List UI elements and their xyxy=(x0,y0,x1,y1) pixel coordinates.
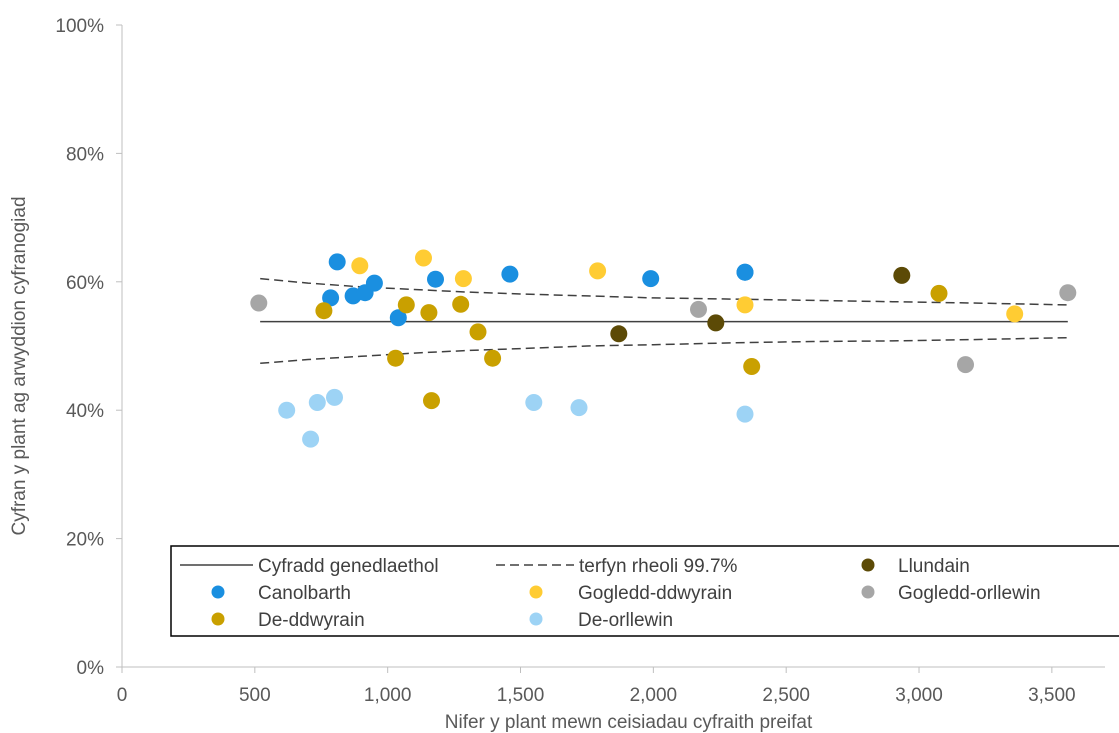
point-gogledd-ddwyrain xyxy=(589,262,607,280)
point-de-orllewin xyxy=(302,430,320,448)
y-tick-label: 20% xyxy=(66,530,104,551)
point-de-ddwyrain xyxy=(930,284,948,302)
point-canolbarth xyxy=(322,289,340,307)
x-tick-label: 3,500 xyxy=(1028,685,1076,706)
legend-de-orllewin-marker xyxy=(529,612,543,626)
point-de-orllewin xyxy=(525,394,543,411)
point-canolbarth xyxy=(365,274,383,292)
legend-canolbarth-label: Canolbarth xyxy=(258,583,351,604)
point-gogledd-ddwyrain xyxy=(415,249,432,267)
point-de-ddwyrain xyxy=(469,323,487,341)
x-tick-label: 1,500 xyxy=(497,685,545,706)
point-llundain xyxy=(707,314,725,332)
point-gogledd-ddwyrain xyxy=(351,257,369,275)
legend-llundain-marker xyxy=(861,558,875,572)
point-canolbarth xyxy=(501,265,519,283)
y-tick-label: 100% xyxy=(55,16,104,37)
x-tick-label: 0 xyxy=(117,685,128,706)
point-gogledd-ddwyrain xyxy=(736,296,754,314)
legend-de-ddwyrain-marker xyxy=(211,612,225,626)
legend-de-orllewin-label: De-orllewin xyxy=(578,610,673,631)
point-de-orllewin xyxy=(278,401,296,419)
x-tick-label: 2,500 xyxy=(762,685,810,706)
point-de-ddwyrain xyxy=(315,302,333,320)
y-tick-label: 0% xyxy=(77,658,105,679)
legend-gogledd-ddwyrain-marker xyxy=(529,585,543,599)
point-gogledd-orllewin xyxy=(1059,284,1077,302)
legend-gogledd-ddwyrain-label: Gogledd-ddwyrain xyxy=(578,583,732,604)
legend-box xyxy=(170,545,1119,637)
point-de-ddwyrain xyxy=(420,304,438,322)
y-axis-title: Cyfran y plant ag arwyddion cyfranogiad xyxy=(9,196,30,535)
y-tick-label: 80% xyxy=(66,144,104,165)
x-tick-label: 1,000 xyxy=(364,685,412,706)
axes: 0% 20% 40% 60% 80% 100% 0 500 1,000 1,500 2,000 2,5… xyxy=(9,16,1105,733)
point-canolbarth xyxy=(427,270,444,288)
point-de-ddwyrain xyxy=(397,296,415,314)
x-axis-title: Nifer y plant mewn ceisiadau cyfraith pr… xyxy=(445,712,813,733)
point-gogledd-orllewin xyxy=(690,300,707,318)
y-tick-label: 60% xyxy=(66,273,104,294)
x-tick-label: 3,000 xyxy=(895,685,943,706)
legend-canolbarth-marker xyxy=(211,585,225,599)
legend-gogledd-orllewin-label: Gogledd-orllewin xyxy=(898,583,1041,604)
point-de-ddwyrain xyxy=(452,295,470,313)
point-canolbarth xyxy=(642,270,660,288)
lower-control-limit-line xyxy=(260,336,1068,365)
point-canolbarth xyxy=(328,253,346,271)
legend-de-ddwyrain-label: De-ddwyrain xyxy=(258,610,365,631)
point-de-orllewin xyxy=(570,399,588,417)
point-gogledd-orllewin xyxy=(250,294,268,312)
legend-gogledd-orllewin-marker xyxy=(861,585,875,599)
point-de-orllewin xyxy=(308,394,326,411)
point-gogledd-orllewin xyxy=(957,356,974,374)
point-de-orllewin xyxy=(326,388,343,406)
point-canolbarth xyxy=(736,263,754,281)
legend: Cyfradd genedlaethol terfyn rheoli 99.7% L… xyxy=(170,545,1119,637)
point-gogledd-ddwyrain xyxy=(1006,305,1024,323)
legend-control-limit-label: terfyn rheoli 99.7% xyxy=(579,556,738,577)
legend-llundain-label: Llundain xyxy=(898,556,970,577)
point-canolbarth xyxy=(389,309,407,327)
data-points xyxy=(250,249,1077,448)
x-tick-label: 500 xyxy=(239,685,271,706)
point-de-orllewin xyxy=(736,405,754,423)
point-gogledd-ddwyrain xyxy=(454,270,472,288)
x-tick-label: 2,000 xyxy=(630,685,678,706)
point-de-ddwyrain xyxy=(387,349,405,367)
point-de-ddwyrain xyxy=(423,392,440,410)
legend-national-rate-label: Cyfradd genedlaethol xyxy=(258,556,439,577)
point-de-ddwyrain xyxy=(484,349,502,367)
point-llundain xyxy=(893,266,911,284)
point-de-ddwyrain xyxy=(743,358,761,375)
point-llundain xyxy=(610,325,628,343)
y-tick-label: 40% xyxy=(66,401,104,422)
